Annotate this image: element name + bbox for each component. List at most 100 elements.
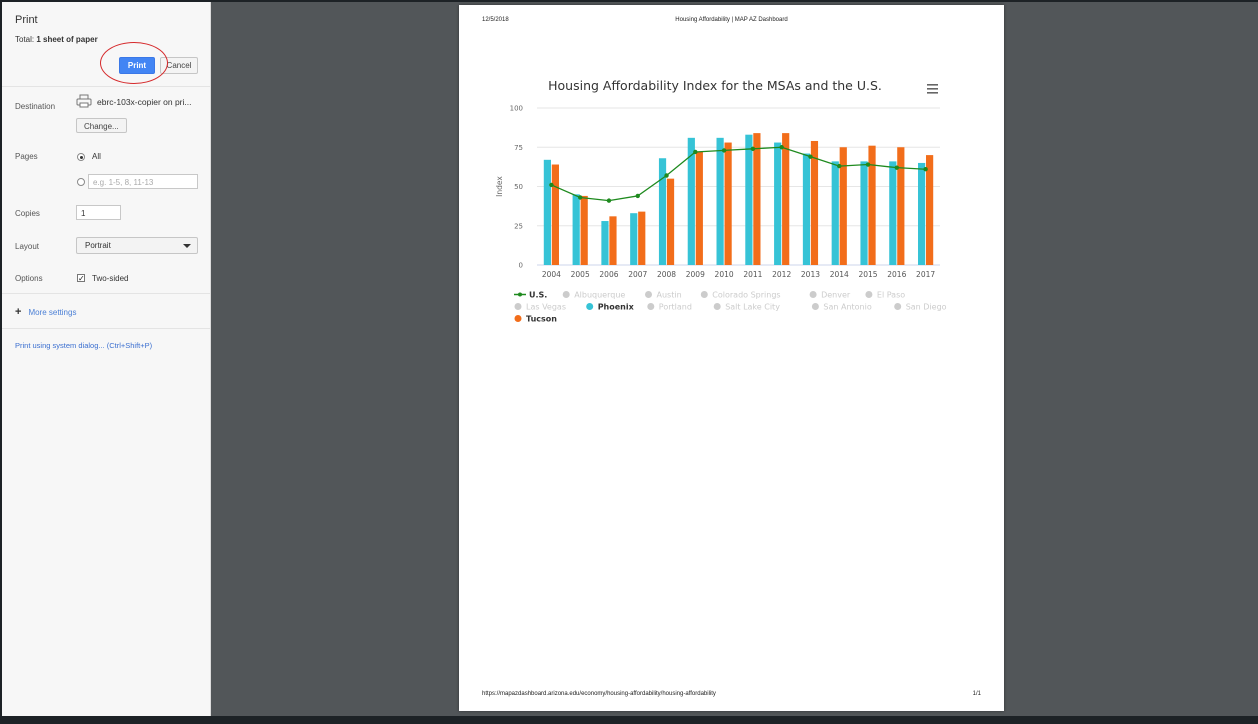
x-tick-label: 2015 bbox=[858, 270, 877, 279]
bar-phoenix bbox=[630, 213, 638, 265]
more-settings-toggle[interactable]: + More settings bbox=[15, 306, 76, 318]
point-us bbox=[549, 182, 554, 188]
legend-marker-san-diego bbox=[894, 303, 902, 310]
x-tick-label: 2013 bbox=[801, 270, 820, 279]
legend-item-las-vegas[interactable]: Las Vegas bbox=[526, 303, 566, 312]
point-us bbox=[750, 146, 756, 152]
legend-item-portland[interactable]: Portland bbox=[659, 303, 692, 312]
bar-tucson bbox=[753, 133, 761, 265]
bar-tucson bbox=[868, 145, 876, 265]
bar-phoenix bbox=[601, 221, 609, 265]
x-tick-label: 2006 bbox=[599, 270, 618, 279]
bar-phoenix bbox=[658, 158, 667, 265]
point-us bbox=[577, 195, 583, 200]
legend-marker-phoenix bbox=[586, 303, 594, 310]
legend-marker-albuquerque bbox=[562, 291, 570, 298]
point-us bbox=[779, 145, 784, 150]
x-tick-label: 2017 bbox=[916, 270, 935, 279]
page-footer-number: 1/1 bbox=[972, 691, 981, 697]
cancel-button[interactable]: Cancel bbox=[160, 57, 198, 74]
chart-title: Housing Affordability Index for the MSAs… bbox=[548, 78, 882, 93]
x-tick-label: 2016 bbox=[887, 270, 906, 279]
legend-marker-u-s- bbox=[518, 292, 522, 297]
pages-all-radio[interactable] bbox=[77, 153, 85, 161]
sheet-total: Total: 1 sheet of paper bbox=[15, 35, 98, 44]
point-us bbox=[923, 167, 928, 172]
legend-item-san-diego[interactable]: San Diego bbox=[906, 303, 947, 312]
y-tick-label: 100 bbox=[510, 105, 523, 113]
x-tick-label: 2005 bbox=[571, 270, 590, 279]
destination-value[interactable]: ebrc-103x-copier on pri... bbox=[97, 97, 192, 107]
line-us bbox=[551, 146, 926, 202]
bar-phoenix bbox=[543, 159, 551, 265]
legend-marker-salt-lake-city bbox=[713, 303, 721, 310]
legend-item-salt-lake-city[interactable]: Salt Lake City bbox=[725, 303, 780, 312]
bar-phoenix bbox=[716, 137, 724, 265]
bar-phoenix bbox=[860, 161, 868, 265]
x-tick-label: 2012 bbox=[772, 270, 791, 279]
bar-tucson bbox=[609, 216, 617, 265]
legend-item-tucson[interactable]: Tucson bbox=[526, 315, 557, 324]
legend-marker-las-vegas bbox=[514, 303, 522, 310]
legend-item-el-paso[interactable]: El Paso bbox=[877, 291, 905, 300]
legend-item-u-s-[interactable]: U.S. bbox=[529, 291, 547, 300]
bar-phoenix bbox=[802, 153, 811, 265]
x-tick-label: 2011 bbox=[743, 270, 762, 279]
page-footer-url: https://mapazdashboard.arizona.edu/econo… bbox=[482, 691, 716, 697]
legend-item-denver[interactable]: Denver bbox=[821, 291, 851, 300]
pages-all-label: All bbox=[92, 152, 101, 161]
legend-item-phoenix[interactable]: Phoenix bbox=[598, 303, 635, 312]
y-tick-label: 75 bbox=[514, 144, 523, 152]
point-us bbox=[664, 173, 669, 178]
legend-marker-austin bbox=[645, 291, 652, 298]
legend-marker-san-antonio bbox=[811, 303, 819, 310]
copies-input[interactable]: 1 bbox=[76, 205, 121, 220]
dialog-title: Print bbox=[15, 14, 38, 26]
x-tick-label: 2009 bbox=[686, 270, 705, 279]
hamburger-menu-icon[interactable] bbox=[927, 84, 938, 94]
legend-item-colorado-springs[interactable]: Colorado Springs bbox=[712, 291, 780, 300]
destination-label: Destination bbox=[15, 102, 56, 111]
point-us bbox=[721, 148, 727, 153]
pages-custom-input[interactable]: e.g. 1-5, 8, 11-13 bbox=[88, 174, 198, 189]
bar-tucson bbox=[810, 140, 819, 265]
bar-phoenix bbox=[774, 142, 782, 265]
point-us bbox=[837, 163, 842, 169]
pages-custom-radio[interactable] bbox=[77, 178, 85, 186]
legend-item-austin[interactable]: Austin bbox=[657, 291, 682, 300]
bar-phoenix bbox=[889, 161, 897, 265]
bar-tucson bbox=[839, 147, 847, 265]
bar-tucson bbox=[695, 151, 703, 265]
print-button[interactable]: Print bbox=[119, 57, 155, 74]
layout-select[interactable]: Portrait bbox=[76, 237, 198, 254]
layout-label: Layout bbox=[15, 242, 40, 251]
y-tick-label: 25 bbox=[514, 222, 523, 230]
bar-tucson bbox=[551, 164, 559, 265]
layout-select-value: Portrait bbox=[85, 241, 111, 250]
y-tick-label: 0 bbox=[519, 262, 523, 270]
legend-marker-el-paso bbox=[865, 291, 873, 298]
system-dialog-link[interactable]: Print using system dialog... (Ctrl+Shift… bbox=[15, 341, 153, 350]
legend-marker-denver bbox=[809, 291, 817, 298]
y-axis-label: Index bbox=[495, 176, 504, 197]
bar-tucson bbox=[638, 211, 646, 265]
bar-phoenix bbox=[572, 194, 580, 265]
bar-phoenix bbox=[918, 162, 926, 265]
legend-item-san-antonio[interactable]: San Antonio bbox=[823, 303, 871, 312]
legend-item-albuquerque[interactable]: Albuquerque bbox=[574, 291, 625, 300]
options-label: Options bbox=[15, 274, 43, 283]
two-sided-checkbox[interactable]: ✓ bbox=[77, 274, 85, 283]
divider bbox=[2, 328, 210, 329]
divider bbox=[2, 293, 210, 294]
bar-phoenix bbox=[745, 134, 753, 265]
checkmark-icon: ✓ bbox=[78, 274, 85, 283]
sheet-total-prefix: Total: bbox=[15, 35, 37, 44]
print-settings-panel: Print Total: 1 sheet of paper Print Canc… bbox=[2, 2, 211, 716]
x-tick-label: 2014 bbox=[830, 270, 849, 279]
bar-tucson bbox=[897, 147, 905, 265]
point-us bbox=[865, 162, 871, 167]
chevron-down-icon bbox=[183, 244, 191, 248]
change-destination-button[interactable]: Change... bbox=[76, 118, 127, 133]
page-header-date: 12/5/2018 bbox=[482, 17, 509, 23]
two-sided-label: Two-sided bbox=[92, 274, 129, 283]
